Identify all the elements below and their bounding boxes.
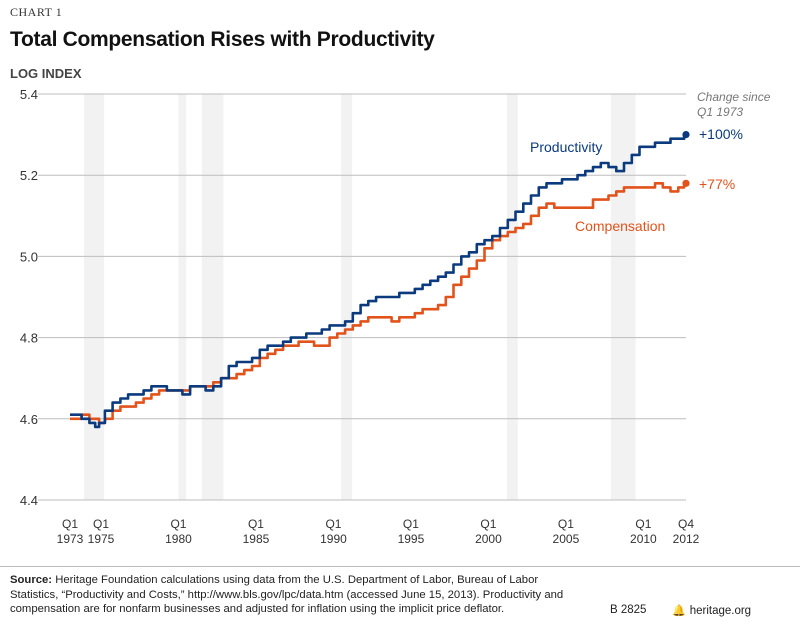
bell-icon: 🔔	[672, 605, 686, 617]
x-tick-label: Q1	[93, 517, 109, 531]
shaded-band	[178, 94, 187, 500]
source-note: Source: Heritage Foundation calculations…	[10, 573, 570, 617]
compensation-end-point	[682, 179, 690, 187]
x-tick-label: 1973	[57, 532, 84, 546]
productivity-end-point	[682, 131, 690, 139]
y-tick-label: 5.2	[20, 168, 38, 183]
x-tick-label: 1985	[243, 532, 270, 546]
productivity-line	[70, 133, 686, 429]
y-tick-label: 5.4	[20, 87, 38, 102]
change-since-note-line2: Q1 1973	[697, 105, 743, 119]
shaded-band	[83, 94, 105, 500]
x-tick-label: Q1	[558, 517, 574, 531]
productivity-change-label: +100%	[699, 126, 743, 142]
productivity-series-label: Productivity	[530, 139, 602, 155]
x-tick-label: 2005	[553, 532, 580, 546]
y-tick-label: 5.0	[20, 249, 38, 264]
x-tick-label: 2010	[630, 532, 657, 546]
y-tick-label: 4.8	[20, 331, 38, 346]
bulletin-number: B 2825	[610, 604, 647, 616]
x-tick-label: Q1	[635, 517, 651, 531]
x-tick-label: 1990	[320, 532, 347, 546]
chart-number-label: CHART 1	[10, 5, 63, 19]
y-axis-label: LOG INDEX	[10, 66, 82, 81]
x-tick-label: Q1	[325, 517, 341, 531]
x-tick-label: Q1	[480, 517, 496, 531]
compensation-line	[70, 182, 686, 425]
shaded-band	[507, 94, 518, 500]
x-tick-label: Q4	[678, 517, 694, 531]
x-tick-labels: Q11973Q11975Q11980Q11985Q11990Q11995Q120…	[57, 517, 700, 546]
change-since-note-line1: Change since	[697, 90, 771, 104]
x-tick-label: Q1	[403, 517, 419, 531]
shaded-bands	[83, 94, 636, 500]
shaded-band	[341, 94, 353, 500]
footer-divider	[0, 566, 800, 567]
source-label: Source:	[10, 574, 53, 586]
x-tick-label: 1975	[88, 532, 115, 546]
compensation-change-label: +77%	[699, 176, 735, 192]
line-chart: 4.44.64.85.05.25.4 Q11973Q11975Q11980Q11…	[20, 87, 771, 546]
y-tick-labels: 4.4 4.6 4.8 5.0 5.2 5.4	[20, 87, 38, 508]
x-tick-label: Q1	[170, 517, 186, 531]
site-name: heritage.org	[689, 605, 752, 617]
x-tick-label: 2012	[673, 532, 700, 546]
x-tick-label: 2000	[475, 532, 502, 546]
x-tick-label: Q1	[248, 517, 264, 531]
y-tick-label: 4.6	[20, 412, 38, 427]
y-tick-label: 4.4	[20, 493, 38, 508]
compensation-series-label: Compensation	[575, 218, 665, 234]
x-tick-label: 1995	[398, 532, 425, 546]
annotations: Change since Q1 1973 Productivity Compen…	[530, 90, 771, 234]
shaded-band	[201, 94, 224, 500]
site-credit: 🔔 heritage.org	[672, 604, 751, 617]
x-tick-label: 1980	[165, 532, 192, 546]
grid-lines	[38, 93, 686, 501]
series-lines	[70, 131, 690, 429]
x-tick-label: Q1	[62, 517, 78, 531]
source-text: Heritage Foundation calculations using d…	[10, 574, 564, 615]
chart-title: Total Compensation Rises with Productivi…	[10, 28, 435, 51]
